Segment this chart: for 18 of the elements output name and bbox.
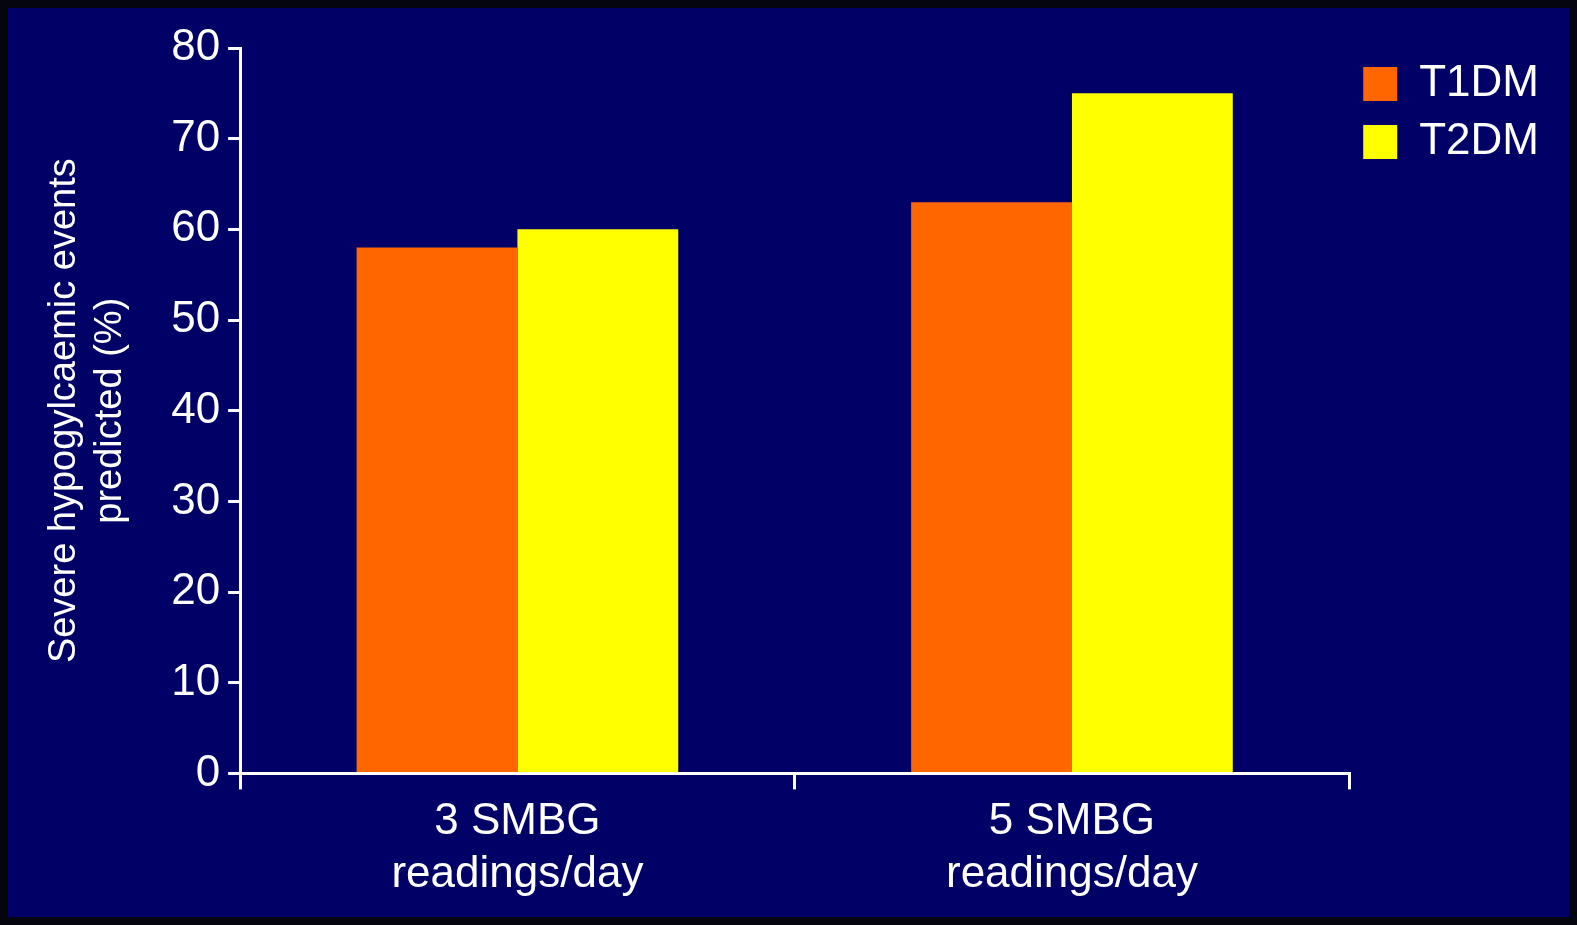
y-tick-label: 10: [171, 654, 221, 704]
y-tick-label: 40: [171, 382, 221, 432]
y-tick-label: 50: [171, 292, 221, 342]
x-tick-label: 5 SMBG readings/day: [945, 793, 1198, 896]
y-tick-label: 0: [195, 745, 221, 795]
legend-label: T1DM: [1419, 56, 1540, 106]
y-tick-label: 80: [171, 20, 221, 70]
x-tick-label: 3 SMBG readings/day: [391, 793, 644, 896]
bar: [911, 202, 1072, 772]
y-tick-label: 30: [171, 473, 221, 523]
y-tick-label: 70: [171, 110, 221, 160]
y-tick-label: 60: [171, 201, 221, 251]
legend-label: T2DM: [1419, 114, 1540, 164]
y-axis-title: Severe hypogylcaemic events predicted (%): [41, 158, 129, 664]
bar: [1071, 93, 1233, 772]
y-tick-label: 20: [171, 564, 221, 614]
bar: [517, 229, 679, 772]
bar: [356, 247, 518, 772]
